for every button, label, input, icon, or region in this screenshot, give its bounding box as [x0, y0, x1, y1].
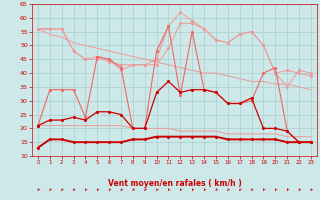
X-axis label: Vent moyen/en rafales ( km/h ): Vent moyen/en rafales ( km/h ) [108, 179, 241, 188]
